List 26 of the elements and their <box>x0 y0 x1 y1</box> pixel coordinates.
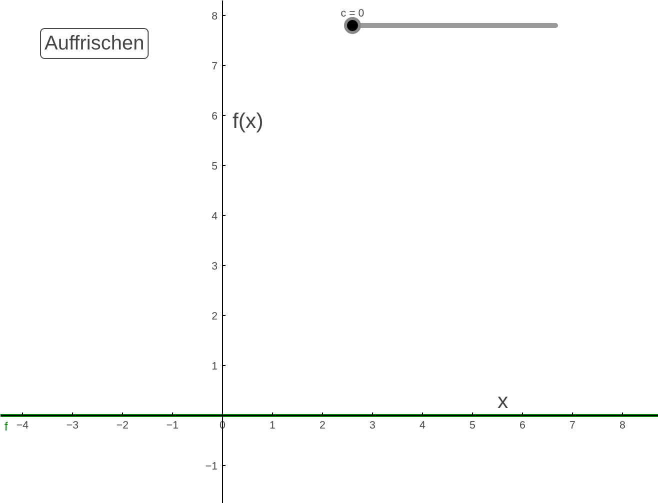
y-axis-title: f(x) <box>232 109 264 133</box>
y-tick-label: 6 <box>212 110 218 122</box>
x-tick-label: 2 <box>320 420 326 432</box>
annotation: Auffrischen <box>44 32 144 54</box>
x-tick-label: 6 <box>520 420 526 432</box>
x-tick-label: 3 <box>370 420 376 432</box>
x-tick-label: 8 <box>620 420 626 432</box>
y-tick-label: 8 <box>212 10 218 22</box>
y-tick-label: −1 <box>205 460 218 472</box>
x-tick-label: 1 <box>270 420 276 432</box>
x-tick-label: 5 <box>470 420 476 432</box>
series-label: f <box>4 420 8 434</box>
x-tick-label: 4 <box>420 420 426 432</box>
x-tick-label: −4 <box>16 420 29 432</box>
y-tick-label: 5 <box>212 160 218 172</box>
y-tick-label: 1 <box>212 360 218 372</box>
y-tick-label: 2 <box>212 310 218 322</box>
x-tick-label: −3 <box>66 420 79 432</box>
y-tick-label: 3 <box>212 260 218 272</box>
annotation: c = 0 <box>340 8 364 20</box>
x-axis-title: x <box>498 389 508 413</box>
y-tick-label: 7 <box>212 60 218 72</box>
x-tick-label: −2 <box>116 420 129 432</box>
x-tick-label: −1 <box>166 420 179 432</box>
y-tick-label: 4 <box>212 210 218 222</box>
x-tick-label: 7 <box>570 420 576 432</box>
